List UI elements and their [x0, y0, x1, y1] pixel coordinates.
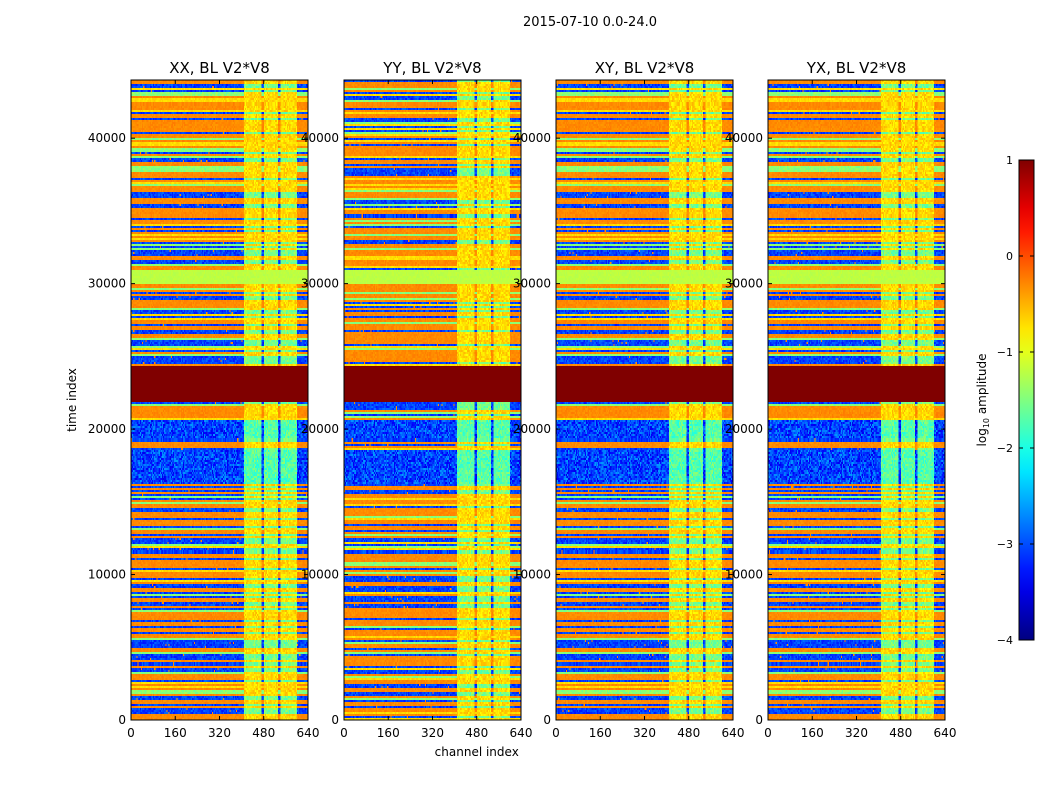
x-tick-label: 0: [552, 726, 560, 740]
x-tick-label: 160: [801, 726, 824, 740]
x-tick-label: 160: [377, 726, 400, 740]
panel-yx: YX, BL V2*V8 0 160 320 480 640 0 10000 20000 3000…: [725, 59, 957, 740]
y-tick-label: 10000: [725, 568, 763, 582]
y-tick-label: 30000: [301, 277, 339, 291]
colorbar-tick-label: 0: [1006, 250, 1013, 263]
colorbar-label: log10 amplitude: [975, 354, 991, 447]
y-tick-label: 10000: [301, 568, 339, 582]
y-axis-label: time index: [65, 368, 79, 432]
y-tick-label: 10000: [88, 568, 126, 582]
x-tick-label: 640: [297, 726, 320, 740]
x-tick-label: 640: [934, 726, 957, 740]
panel-yy: YY, BL V2*V8 0 160 320 480 640 0 10000 20000 3000…: [301, 59, 533, 740]
colorbar: 1 0 −1 −2 −3 −4 log10 amplitude: [975, 154, 1035, 647]
figure-suptitle: 2015-07-10 0.0-24.0: [523, 15, 657, 30]
colorbar-tick-label: −3: [997, 538, 1013, 551]
colorbar-tick-label: −1: [997, 346, 1013, 359]
y-tick-label: 40000: [301, 131, 339, 145]
y-tick-label: 0: [331, 713, 339, 727]
x-tick-label: 480: [889, 726, 912, 740]
colorbar-tick-label: 1: [1006, 154, 1013, 167]
heatmap-image: [556, 80, 733, 720]
x-tick-label: 320: [845, 726, 868, 740]
panel-title: YY, BL V2*V8: [382, 59, 481, 77]
x-tick-label: 0: [764, 726, 772, 740]
heatmap-image: [131, 80, 308, 720]
x-axis-label: channel index: [435, 745, 519, 759]
colorbar-tick-label: −4: [997, 634, 1013, 647]
x-tick-label: 160: [589, 726, 612, 740]
y-tick-label: 40000: [88, 131, 126, 145]
panel-title: YX, BL V2*V8: [806, 59, 907, 77]
y-tick-label: 0: [118, 713, 126, 727]
x-tick-label: 160: [164, 726, 187, 740]
y-tick-label: 40000: [513, 131, 551, 145]
x-tick-label: 320: [208, 726, 231, 740]
x-tick-label: 0: [127, 726, 135, 740]
x-tick-label: 320: [421, 726, 444, 740]
x-tick-label: 640: [510, 726, 533, 740]
x-tick-label: 480: [252, 726, 275, 740]
y-tick-label: 20000: [88, 422, 126, 436]
colorbar-gradient: [1018, 159, 1035, 641]
y-tick-label: 40000: [725, 131, 763, 145]
y-tick-label: 30000: [88, 277, 126, 291]
y-tick-label: 20000: [725, 422, 763, 436]
heatmap-image: [344, 80, 521, 720]
x-tick-label: 640: [722, 726, 745, 740]
colorbar-tick-label: −2: [997, 442, 1013, 455]
y-tick-label: 0: [755, 713, 763, 727]
x-tick-label: 320: [633, 726, 656, 740]
y-tick-label: 20000: [513, 422, 551, 436]
panel-xy: XY, BL V2*V8 0 160 320 480 640 0 10000 20000 3000…: [513, 59, 745, 740]
x-tick-label: 480: [677, 726, 700, 740]
heatmap-image: [768, 80, 945, 720]
panel-title: XY, BL V2*V8: [595, 59, 695, 77]
x-tick-label: 0: [340, 726, 348, 740]
panel-title: XX, BL V2*V8: [169, 59, 270, 77]
y-tick-label: 30000: [513, 277, 551, 291]
y-tick-label: 10000: [513, 568, 551, 582]
y-tick-label: 0: [543, 713, 551, 727]
y-tick-label: 30000: [725, 277, 763, 291]
panel-xx: XX, BL V2*V8 0 160 320 480 640 0 10000 20000 3000…: [88, 59, 320, 740]
x-tick-label: 480: [465, 726, 488, 740]
y-tick-label: 20000: [301, 422, 339, 436]
